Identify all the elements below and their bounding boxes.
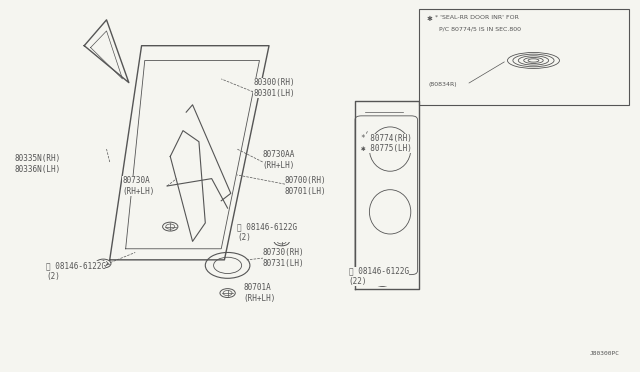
Text: J80300PC: J80300PC — [589, 351, 620, 356]
Text: (80834R): (80834R) — [428, 82, 457, 87]
Bar — [419, 9, 629, 105]
Text: 80335N(RH)
80336N(LH): 80335N(RH) 80336N(LH) — [14, 154, 60, 174]
Text: * 80774(RH)
✱ 80775(LH): * 80774(RH) ✱ 80775(LH) — [362, 134, 412, 153]
Text: P/C 80774/5 IS IN SEC.800: P/C 80774/5 IS IN SEC.800 — [435, 26, 521, 32]
Text: 80701A
(RH+LH): 80701A (RH+LH) — [244, 283, 276, 303]
Text: 80700(RH)
80701(LH): 80700(RH) 80701(LH) — [285, 176, 326, 196]
Text: 80730A
(RH+LH): 80730A (RH+LH) — [122, 176, 155, 196]
Text: Ⓑ 08146-6122G
(2): Ⓑ 08146-6122G (2) — [46, 261, 106, 280]
Text: 80730(RH)
80731(LH): 80730(RH) 80731(LH) — [262, 248, 304, 268]
Text: Ⓑ 08146-6122G
(22): Ⓑ 08146-6122G (22) — [349, 267, 409, 286]
Text: 80300(RH)
80301(LH): 80300(RH) 80301(LH) — [253, 78, 294, 98]
Text: 80730AA
(RH+LH): 80730AA (RH+LH) — [262, 150, 295, 170]
Text: * 'SEAL-RR DOOR INR' FOR: * 'SEAL-RR DOOR INR' FOR — [435, 15, 518, 20]
Text: ✱: ✱ — [426, 16, 432, 22]
Text: Ⓑ 08146-6122G
(2): Ⓑ 08146-6122G (2) — [237, 222, 298, 242]
